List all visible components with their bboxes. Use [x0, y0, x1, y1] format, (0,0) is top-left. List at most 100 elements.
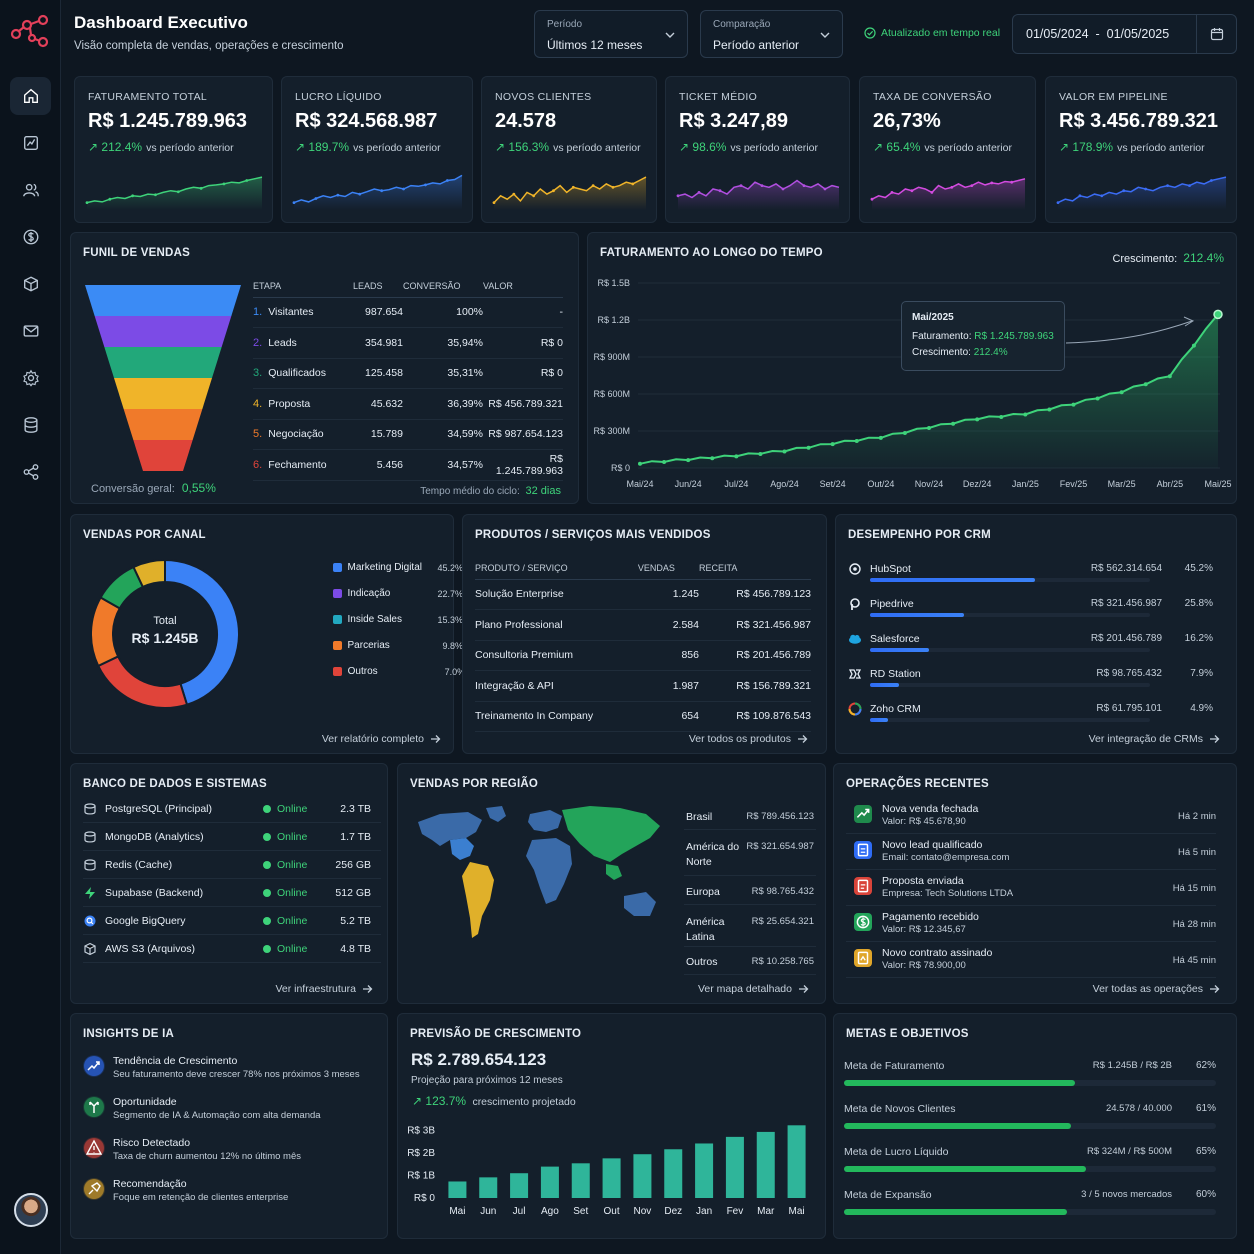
operation-row[interactable]: Nova venda fechada Valor: R$ 45.678,90 Há … [846, 799, 1216, 834]
operation-row[interactable]: Novo contrato assinado Valor: R$ 78.900,0… [846, 943, 1216, 978]
database-row[interactable]: Supabase (Backend) Online 512 GB [83, 880, 381, 907]
goal-item[interactable]: Meta de Novos Clientes 24.578 / 40.000 61% [844, 1101, 1216, 1131]
database-row[interactable]: Redis (Cache) Online 256 GB [83, 852, 381, 879]
crm-row[interactable]: Pipedrive R$ 321.456.987 25.8% [848, 596, 1213, 630]
database-row[interactable]: MongoDB (Analytics) Online 1.7 TB [83, 824, 381, 851]
insight-item[interactable]: Oportunidade Segmento de IA & Automação c… [83, 1096, 383, 1128]
product-row[interactable]: Treinamento In Company 654 R$ 109.876.543 [475, 701, 811, 732]
product-row[interactable]: Consultoria Premium 856 R$ 201.456.789 [475, 640, 811, 671]
operation-title: Proposta enviada [882, 875, 964, 887]
funnel-header-leads: LEADS [353, 275, 403, 298]
sidebar-item-users[interactable] [10, 171, 51, 209]
funnel-stage-name: Qualificados [268, 367, 326, 380]
funnel-row[interactable]: 3. Qualificados 125.458 35,31% R$ 0 [253, 358, 563, 389]
region-row[interactable]: América Latina R$ 25.654.321 [684, 907, 816, 947]
forecast-bar [571, 1163, 590, 1198]
operations-link[interactable]: Ver todas as operações [1093, 983, 1220, 995]
comparison-select[interactable]: Comparação Período anterior [700, 10, 843, 58]
funnel-cycle-value: 32 dias [525, 485, 561, 497]
forecast-bar [479, 1177, 498, 1198]
funnel-segment [133, 440, 193, 471]
forecast-bar [448, 1181, 467, 1198]
kpi-sparkline [676, 179, 840, 210]
date-range-picker[interactable]: 01/05/2024 - 01/05/2025 [1012, 14, 1237, 54]
sidebar-item-home[interactable] [10, 77, 51, 115]
funnel-row[interactable]: 2. Leads 354.981 35,94% R$ 0 [253, 327, 563, 359]
sidebar-item-analytics[interactable] [10, 124, 51, 162]
legend-pct: 9.8% [442, 640, 463, 651]
crm-link[interactable]: Ver integração de CRMs [1089, 733, 1220, 745]
operation-row[interactable]: Proposta enviada Empresa: Tech Solutions … [846, 871, 1216, 906]
products-link[interactable]: Ver todos os produtos [689, 733, 808, 745]
sidebar-item-mail[interactable] [10, 312, 51, 350]
kpi-delta-label: vs período anterior [553, 142, 641, 154]
crm-row[interactable]: Zoho CRM R$ 61.795.101 4.9% [848, 701, 1213, 735]
forecast-bar [756, 1131, 775, 1198]
donut-center-value: R$ 1.245B [131, 630, 199, 646]
goal-progress-track [844, 1209, 1216, 1215]
region-row[interactable]: Outros R$ 10.258.765 [684, 947, 816, 975]
databases-link[interactable]: Ver infraestrutura [275, 983, 373, 995]
crm-row[interactable]: HubSpot R$ 562.314.654 45.2% [848, 561, 1213, 595]
goal-item[interactable]: Meta de Expansão 3 / 5 novos mercados 60% [844, 1187, 1216, 1217]
product-sales: 2.584 [637, 609, 699, 641]
database-size: 512 GB [335, 887, 371, 899]
kpi-delta: ↗ 212.4% vs período anterior [88, 140, 234, 154]
funnel-row[interactable]: 6. Fechamento 5.456 34,57% R$ 1.245.789.963 [253, 449, 563, 481]
sidebar-item-database[interactable] [10, 406, 51, 444]
comparison-select-label: Comparação [713, 19, 771, 30]
warning-icon [83, 1137, 105, 1159]
goal-item[interactable]: Meta de Lucro Líquido R$ 324M / R$ 500M 65… [844, 1144, 1216, 1174]
products-header-name: PRODUTO / SERVIÇO [475, 557, 638, 580]
home-icon [23, 88, 38, 103]
product-row[interactable]: Solução Enterprise 1.245 R$ 456.789.123 [475, 579, 811, 610]
kpi-delta-label: vs período anterior [924, 142, 1012, 154]
product-row[interactable]: Plano Professional 2.584 R$ 321.456.987 [475, 609, 811, 641]
channels-card: VENDAS POR CANAL Total R$ 1.245B Ver rel… [70, 514, 520, 754]
goal-item[interactable]: Meta de Faturamento R$ 1.245B / R$ 2B 62% [844, 1058, 1216, 1088]
funnel-row[interactable]: 1. Visitantes 987.654 100% - [253, 297, 563, 328]
data-point-highlight [1213, 309, 1223, 320]
sidebar-item-share[interactable] [10, 453, 51, 491]
region-row[interactable]: Europa R$ 98.765.432 [684, 877, 816, 905]
insight-item[interactable]: Tendência de Crescimento Seu faturamento … [83, 1055, 383, 1087]
funnel-row[interactable]: 5. Negociação 15.789 34,59% R$ 987.654.123 [253, 419, 563, 450]
goals-card: METAS E OBJETIVOS Meta de Faturamento R$ … [833, 1013, 1237, 1239]
funnel-cycle: Tempo médio do ciclo: 32 dias [420, 485, 561, 497]
crm-row[interactable]: Salesforce R$ 201.456.789 16.2% [848, 631, 1213, 665]
operation-row[interactable]: Novo lead qualificado Email: contato@empr… [846, 835, 1216, 870]
funnel-value: R$ 456.789.321 [483, 388, 563, 420]
channels-link[interactable]: Ver relatório completo [322, 733, 441, 745]
product-sales: 1.245 [637, 579, 699, 610]
sidebar-item-box[interactable] [10, 265, 51, 303]
data-point [1095, 396, 1100, 401]
product-name: Plano Professional [475, 609, 638, 641]
data-point [902, 430, 907, 435]
database-row[interactable]: Google BigQuery Online 5.2 TB [83, 908, 381, 935]
regions-link[interactable]: Ver mapa detalhado [698, 983, 809, 995]
crm-row[interactable]: RD Station R$ 98.765.432 7.9% [848, 666, 1213, 700]
chevron-down-icon [820, 32, 830, 38]
product-row[interactable]: Integração & API 1.987 R$ 156.789.321 [475, 670, 811, 702]
box-icon [23, 276, 38, 292]
region-row[interactable]: América do Norte R$ 321.654.987 [684, 832, 816, 876]
postgresql-icon [83, 802, 97, 816]
kpi-label: TICKET MÉDIO [679, 91, 758, 103]
period-select[interactable]: Período Últimos 12 meses [534, 10, 688, 58]
database-row[interactable]: AWS S3 (Arquivos) Online 4.8 TB [83, 936, 381, 963]
region-row[interactable]: Brasil R$ 789.456.123 [684, 802, 816, 830]
data-point [710, 456, 715, 461]
sidebar-item-gear[interactable] [10, 359, 51, 397]
supabase-icon [83, 886, 97, 900]
arrow-right-icon [431, 735, 441, 743]
database-row[interactable]: PostgreSQL (Principal) Online 2.3 TB [83, 796, 381, 823]
sidebar-item-dollar[interactable] [10, 218, 51, 256]
kpi-value: R$ 1.245.789.963 [88, 110, 248, 132]
avatar[interactable] [14, 1193, 48, 1227]
calendar-button[interactable] [1196, 15, 1236, 53]
insight-detail: Foque em retenção de clientes enterprise [113, 1192, 289, 1203]
insight-item[interactable]: Risco Detectado Taxa de churn aumentou 12… [83, 1137, 383, 1169]
insight-item[interactable]: Recomendação Foque em retenção de cliente… [83, 1178, 383, 1210]
operation-row[interactable]: Pagamento recebido Valor: R$ 12.345,67 Há … [846, 907, 1216, 942]
funnel-row[interactable]: 4. Proposta 45.632 36,39% R$ 456.789.321 [253, 388, 563, 420]
